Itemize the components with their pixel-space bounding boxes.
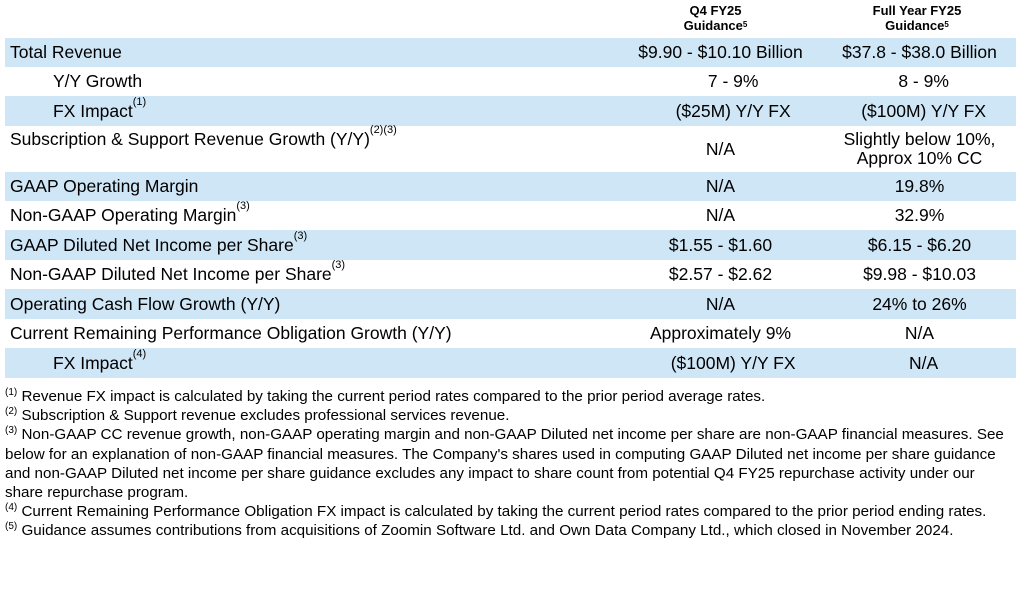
table-row-subscription-support-growth: Subscription & Support Revenue Growth (Y…	[5, 124, 1016, 172]
footnote-ref: (1)	[132, 95, 147, 108]
q4-guidance-value: N/A	[705, 176, 736, 196]
footnote-marker: (5)	[5, 521, 18, 533]
table-row-gaap-diluted-eps: GAAP Diluted Net Income per Share(3) $1.…	[5, 230, 1016, 260]
table-row-operating-cash-flow-growth: Operating Cash Flow Growth (Y/Y) N/A 24%…	[5, 289, 1016, 319]
q4-guidance-value: N/A	[705, 138, 736, 159]
full-year-guidance-value: 24% to 26%	[872, 293, 967, 314]
table-row-crpo-growth: Current Remaining Performance Obligation…	[5, 319, 1016, 348]
table-header: Q4 FY25 Guidance5 Full Year FY25 Guidanc…	[0, 0, 1023, 38]
footnote-text: Subscription & Support revenue excludes …	[21, 407, 510, 425]
full-year-guidance-value: N/A	[909, 352, 939, 373]
footnote-4: (4) Current Remaining Performance Obliga…	[5, 502, 1015, 521]
q4-guidance-value: Approximately 9%	[649, 323, 792, 343]
row-label: FX Impact(4)	[5, 348, 635, 374]
full-year-guidance-value: 8 - 9%	[898, 71, 949, 91]
row-label-text: Non-GAAP Operating Margin	[10, 205, 237, 225]
row-label-text: Total Revenue	[10, 42, 122, 62]
row-label-text: FX Impact	[53, 100, 133, 121]
table-row-non-gaap-operating-margin: Non-GAAP Operating Margin(3) N/A 32.9%	[5, 200, 1016, 230]
column-header-q4-label: Guidance	[683, 18, 743, 33]
table-row-non-gaap-diluted-eps: Non-GAAP Diluted Net Income per Share(3)…	[5, 259, 1016, 289]
column-header-q4-line2: Guidance5	[613, 18, 818, 33]
table-row-total-revenue: Total Revenue $9.90 - $10.10 Billion $37…	[5, 38, 1016, 67]
column-header-q4-fy25: Q4 FY25 Guidance5	[613, 3, 818, 33]
row-label: Total Revenue	[5, 42, 618, 63]
row-label-text: GAAP Operating Margin	[10, 176, 199, 196]
column-header-fy-line1: Full Year FY25	[872, 3, 962, 18]
full-year-guidance-value: 19.8%	[894, 176, 945, 196]
footnote-1: (1) Revenue FX impact is calculated by t…	[5, 387, 1015, 406]
footnote-ref: (3)	[331, 259, 346, 271]
footnotes: (1) Revenue FX impact is calculated by t…	[5, 387, 1015, 541]
column-header-fy-label: Guidance	[885, 18, 945, 33]
q4-guidance-value: $9.90 - $10.10 Billion	[638, 42, 803, 62]
table-row-gaap-operating-margin: GAAP Operating Margin N/A 19.8%	[5, 172, 1016, 201]
footnote-marker: (1)	[5, 387, 18, 398]
row-label: Subscription & Support Revenue Growth (Y…	[5, 124, 618, 150]
column-header-full-year-fy25: Full Year FY25 Guidance5	[818, 3, 1016, 33]
row-label-text: Y/Y Growth	[53, 71, 143, 91]
row-label: Current Remaining Performance Obligation…	[5, 323, 618, 344]
row-label-text: GAAP Diluted Net Income per Share	[10, 234, 294, 255]
footnote-text: Non-GAAP CC revenue growth, non-GAAP ope…	[5, 426, 1004, 502]
footnote-marker: (2)	[5, 406, 18, 418]
full-year-value-line2: Approx 10% CC	[856, 148, 983, 168]
full-year-guidance-value: ($100M) Y/Y FX	[861, 100, 987, 121]
footnote-ref: 5	[944, 20, 949, 29]
footnote-marker: (3)	[5, 425, 18, 437]
footnote-ref: (2)(3)	[369, 124, 397, 136]
row-label-text: Non-GAAP Diluted Net Income per Share	[10, 264, 332, 284]
row-label: GAAP Diluted Net Income per Share(3)	[5, 230, 618, 256]
column-header-fy-line2: Guidance5	[818, 18, 1016, 33]
row-label: Non-GAAP Diluted Net Income per Share(3)	[5, 259, 618, 285]
footnote-ref: (3)	[236, 200, 250, 212]
table-row-fx-impact: FX Impact(1) ($25M) Y/Y FX ($100M) Y/Y F…	[5, 96, 1016, 126]
footnote-ref: (4)	[132, 347, 147, 360]
q4-guidance-value: $1.55 - $1.60	[668, 234, 773, 255]
row-label: Y/Y Growth	[5, 71, 635, 92]
guidance-table: Total Revenue $9.90 - $10.10 Billion $37…	[5, 38, 1016, 378]
row-label-text: FX Impact	[53, 352, 133, 373]
column-header-q4-line1: Q4 FY25	[689, 3, 742, 18]
q4-guidance-value: N/A	[705, 205, 736, 225]
full-year-guidance-value: Slightly below 10%, Approx 10% CC	[823, 130, 1016, 168]
full-year-guidance-value: $37.8 - $38.0 Billion	[842, 42, 997, 62]
q4-guidance-value: $2.57 - $2.62	[668, 264, 773, 284]
q4-guidance-value: ($100M) Y/Y FX	[670, 352, 796, 373]
footnote-ref: 5	[742, 20, 748, 29]
footnote-text: Revenue FX impact is calculated by takin…	[21, 388, 766, 405]
q4-guidance-value: 7 - 9%	[707, 71, 759, 91]
full-year-guidance-value: N/A	[904, 323, 935, 343]
footnote-5: (5) Guidance assumes contributions from …	[5, 521, 1015, 540]
table-row-crpo-fx-impact: FX Impact(4) ($100M) Y/Y FX N/A	[5, 348, 1016, 378]
footnote-3: (3) Non-GAAP CC revenue growth, non-GAAP…	[5, 425, 1015, 502]
q4-guidance-value: ($25M) Y/Y FX	[675, 100, 791, 121]
footnote-ref: (3)	[293, 229, 308, 242]
full-year-guidance-value: 32.9%	[894, 205, 945, 225]
row-label: Non-GAAP Operating Margin(3)	[5, 200, 618, 226]
row-label: GAAP Operating Margin	[5, 176, 618, 197]
row-label-text: Current Remaining Performance Obligation…	[10, 323, 452, 343]
footnote-marker: (4)	[5, 502, 18, 514]
footnote-text: Guidance assumes contributions from acqu…	[21, 522, 954, 540]
footnote-2: (2) Subscription & Support revenue exclu…	[5, 406, 1015, 425]
row-label-text: Subscription & Support Revenue Growth (Y…	[10, 129, 370, 149]
row-label: Operating Cash Flow Growth (Y/Y)	[5, 294, 618, 315]
full-year-guidance-value: $6.15 - $6.20	[867, 234, 972, 255]
full-year-value-line1: Slightly below 10%,	[843, 129, 996, 149]
row-label-text: Operating Cash Flow Growth (Y/Y)	[10, 293, 281, 314]
q4-guidance-value: N/A	[705, 293, 736, 314]
footnote-text: Current Remaining Performance Obligation…	[21, 503, 987, 521]
full-year-guidance-value: $9.98 - $10.03	[863, 264, 976, 284]
table-row-yy-growth: Y/Y Growth 7 - 9% 8 - 9%	[5, 67, 1016, 96]
row-label: FX Impact(1)	[5, 96, 635, 122]
